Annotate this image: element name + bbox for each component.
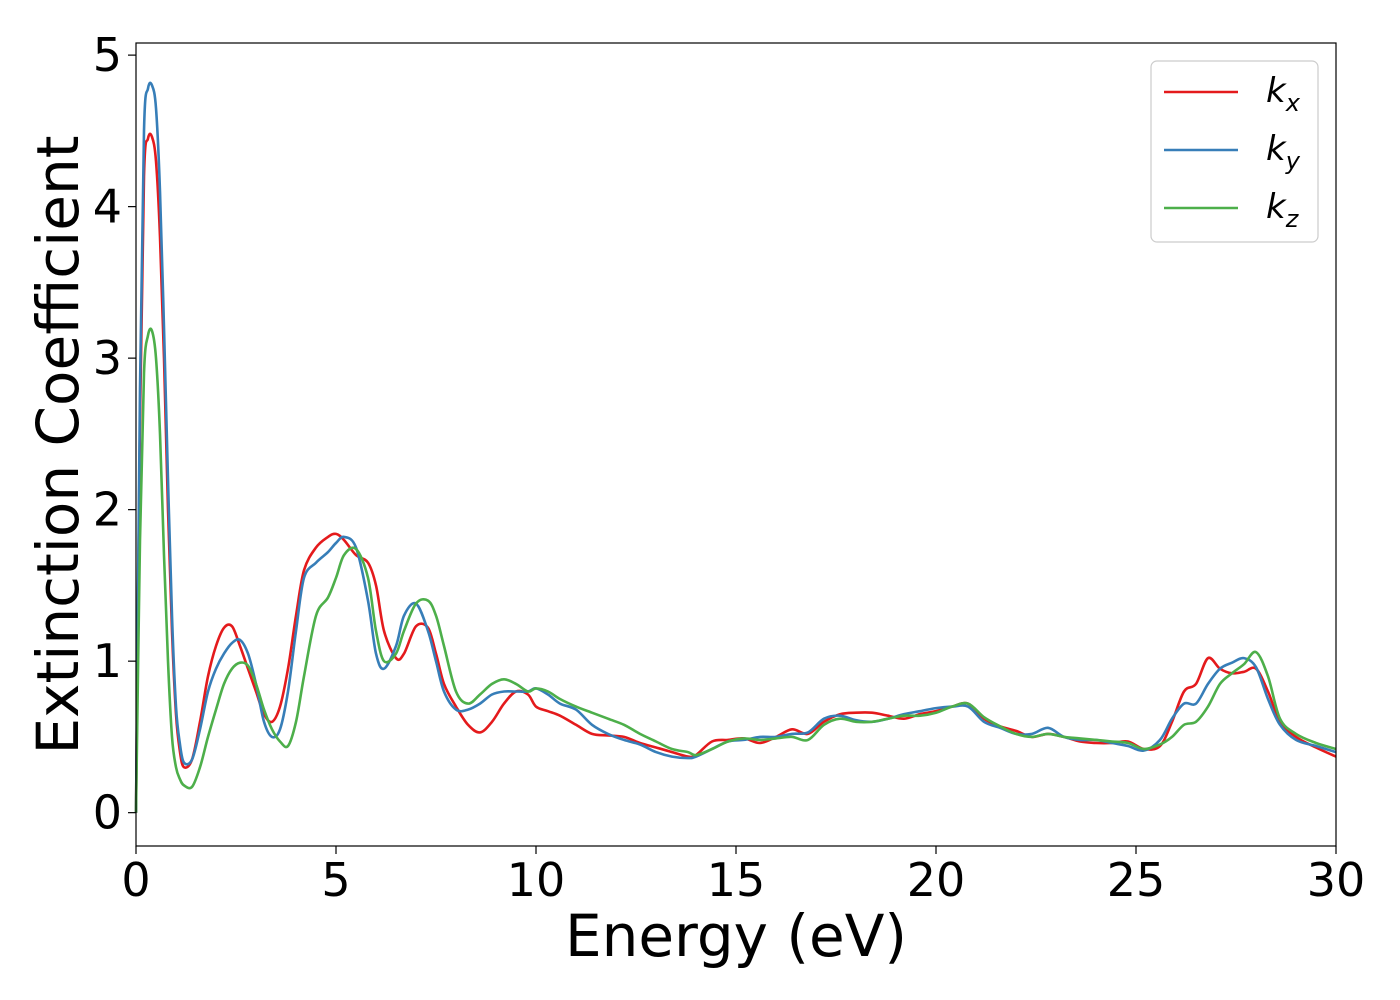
y-tick-label: 3: [93, 331, 122, 385]
x-tick-label: 0: [121, 853, 150, 907]
legend-box: [1150, 60, 1319, 243]
y-tick-label: 2: [93, 483, 122, 537]
x-tick-label: 10: [507, 853, 566, 907]
y-tick-label: 5: [93, 28, 122, 82]
y-tick-label: 4: [93, 180, 122, 234]
x-axis-ticks: 0 5 10 15 20 25 30: [121, 846, 1365, 907]
series-layer: [134, 81, 1337, 813]
x-axis-label: Energy (eV): [565, 902, 907, 970]
x-tick-label: 25: [1107, 853, 1166, 907]
series-line-kz: [134, 327, 1337, 813]
y-tick-label: 0: [93, 786, 122, 840]
y-axis-ticks: 0 1 2 3 4 5: [93, 28, 136, 840]
x-tick-label: 5: [321, 853, 350, 907]
y-tick-label: 1: [93, 634, 122, 688]
series-line-kx: [134, 132, 1337, 813]
y-axis-label: Extinction Coefficient: [24, 136, 92, 755]
x-tick-label: 30: [1307, 853, 1366, 907]
x-tick-label: 20: [907, 853, 966, 907]
x-tick-label: 15: [707, 853, 766, 907]
plot-frame: [135, 42, 1337, 847]
plot-background: [136, 43, 1336, 846]
